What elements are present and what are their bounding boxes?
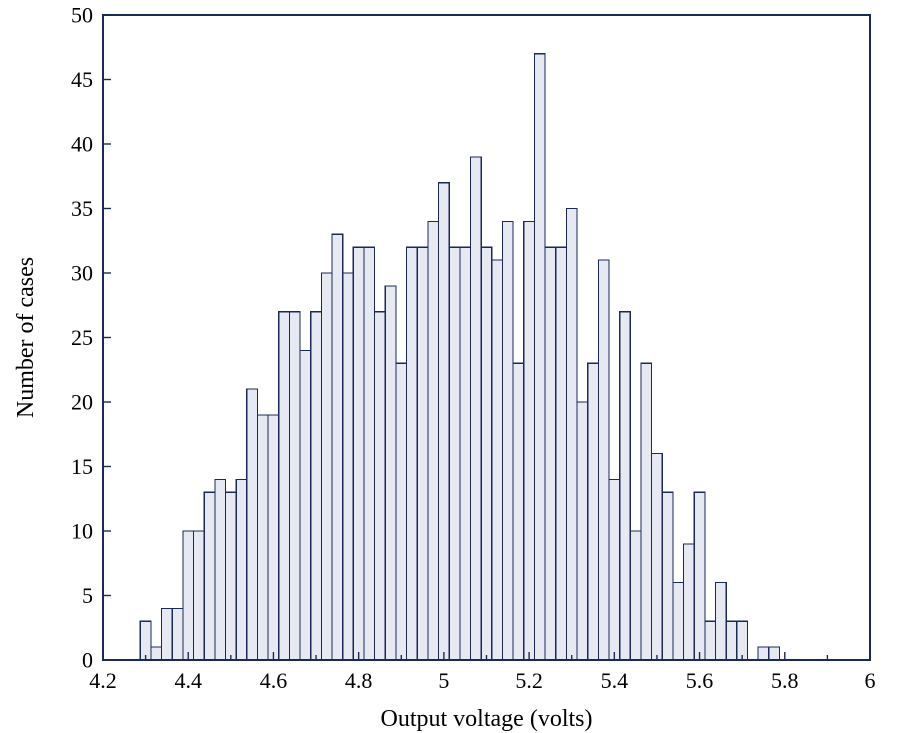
histogram-bar: [737, 621, 748, 660]
histogram-bar: [353, 247, 364, 660]
histogram-bar: [513, 363, 524, 660]
y-tick-label: 15: [71, 454, 93, 479]
histogram-bar: [204, 492, 215, 660]
histogram-bar: [162, 608, 173, 660]
x-tick-label: 5.8: [771, 668, 799, 693]
y-tick-label: 45: [71, 67, 93, 92]
histogram-bar: [396, 363, 407, 660]
histogram-bar: [481, 247, 492, 660]
histogram-bar: [321, 273, 332, 660]
y-tick-label: 20: [71, 390, 93, 415]
histogram-bar: [534, 54, 545, 660]
histogram-bar: [364, 247, 375, 660]
histogram-bar: [385, 286, 396, 660]
histogram-bar: [343, 273, 354, 660]
histogram-bar: [556, 247, 567, 660]
histogram-bar: [758, 647, 769, 660]
histogram-bar: [673, 583, 684, 660]
histogram-bar: [257, 415, 268, 660]
histogram-bar: [471, 157, 482, 660]
histogram-bar: [375, 312, 386, 660]
histogram-bar: [726, 621, 737, 660]
histogram-bar: [417, 247, 428, 660]
x-tick-label: 4.8: [345, 668, 373, 693]
histogram-bar: [460, 247, 471, 660]
x-tick-label: 6: [865, 668, 876, 693]
histogram-bar: [609, 479, 620, 660]
histogram-bar: [502, 221, 513, 660]
histogram-bar: [577, 402, 588, 660]
histogram-bar: [236, 479, 247, 660]
histogram-bar: [694, 492, 705, 660]
histogram-bar: [289, 312, 300, 660]
histogram-bar: [566, 209, 577, 661]
x-tick-label: 4.4: [174, 668, 202, 693]
histogram-bar: [140, 621, 151, 660]
histogram-bar: [769, 647, 780, 660]
histogram-bar: [183, 531, 194, 660]
histogram-bar: [684, 544, 695, 660]
y-axis-label: Number of cases: [13, 257, 39, 418]
histogram-bar: [226, 492, 237, 660]
histogram-bar: [598, 260, 609, 660]
histogram-chart: 4.2 4.4 4.6 4.8 5 5.2 5.4 5.6 5.8 6 0 5 10 15 20 25 30 35…: [0, 0, 900, 733]
x-tick-label: 5.4: [601, 668, 629, 693]
histogram-bar: [268, 415, 279, 660]
y-tick-label: 0: [82, 648, 93, 673]
histogram-bar: [449, 247, 460, 660]
y-tick-label: 35: [71, 196, 93, 221]
histogram-bar: [524, 221, 535, 660]
histogram-bar: [215, 479, 226, 660]
histogram-bar: [652, 454, 663, 660]
histogram-bar: [545, 247, 556, 660]
histogram-bar: [620, 312, 631, 660]
histogram-bar: [641, 363, 652, 660]
histogram-bar: [172, 608, 183, 660]
histogram-bar: [705, 621, 716, 660]
x-tick-label: 5: [438, 668, 449, 693]
histogram-bar: [194, 531, 205, 660]
histogram-bar: [151, 647, 162, 660]
histogram-bar: [279, 312, 290, 660]
y-tick-label: 25: [71, 325, 93, 350]
x-tick-label: 5.2: [515, 668, 543, 693]
histogram-bar: [588, 363, 599, 660]
histogram-bar: [428, 221, 439, 660]
histogram-bar: [311, 312, 322, 660]
histogram-bar: [662, 492, 673, 660]
histogram-bar: [407, 247, 418, 660]
x-tick-label: 4.2: [89, 668, 117, 693]
y-tick-label: 40: [71, 132, 93, 157]
x-tick-label: 4.6: [260, 668, 288, 693]
histogram-bar: [630, 531, 641, 660]
x-tick-label: 5.6: [686, 668, 714, 693]
histogram-bar: [716, 583, 727, 660]
y-tick-label: 30: [71, 261, 93, 286]
x-axis-label: Output voltage (volts): [381, 706, 593, 732]
y-tick-label: 10: [71, 519, 93, 544]
y-tick-label: 50: [71, 3, 93, 28]
histogram-bar: [492, 260, 503, 660]
y-tick-label: 5: [82, 583, 93, 608]
histogram-bar: [439, 183, 450, 660]
histogram-bar: [332, 234, 343, 660]
histogram-bar: [247, 389, 258, 660]
histogram-bar: [300, 350, 311, 660]
